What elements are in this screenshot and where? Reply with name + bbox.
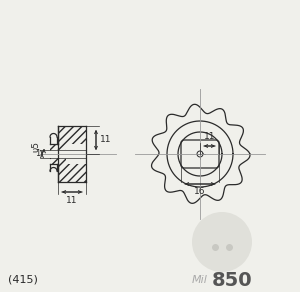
- Bar: [58, 150, 86, 158]
- Bar: [58, 164, 86, 182]
- Text: 11: 11: [66, 196, 78, 205]
- Circle shape: [192, 212, 252, 272]
- Bar: [50, 158, 66, 164]
- Text: Mil: Mil: [192, 275, 208, 285]
- Text: 1: 1: [35, 150, 40, 159]
- Text: 850: 850: [212, 270, 253, 289]
- Text: υ5: υ5: [32, 140, 40, 152]
- Text: 11: 11: [100, 135, 112, 145]
- Bar: [58, 126, 86, 144]
- Bar: [50, 144, 66, 150]
- Text: (415): (415): [8, 275, 38, 285]
- Text: 16: 16: [194, 187, 206, 196]
- Text: 11: 11: [204, 132, 215, 141]
